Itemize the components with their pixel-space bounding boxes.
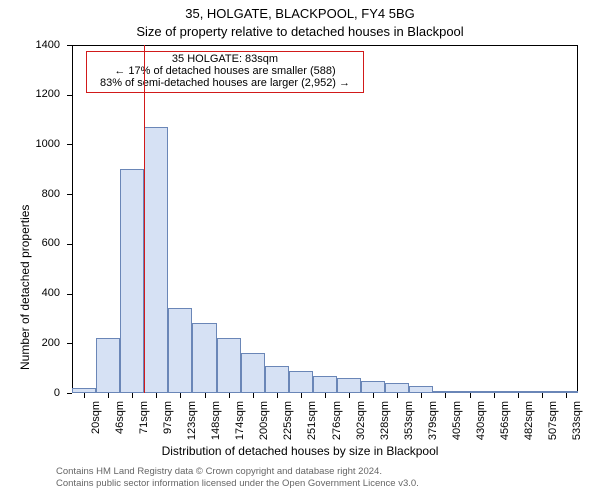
ytick-label: 1000 [0,138,60,150]
xtick-mark [470,393,471,398]
xtick-mark [301,393,302,398]
xtick-label: 533sqm [571,401,583,497]
bar [289,371,313,393]
xtick-label: 148sqm [210,401,222,497]
annotation-line: 35 HOLGATE: 83sqm [93,53,357,65]
xtick-mark [349,393,350,398]
ytick-label: 1400 [0,39,60,51]
ytick-mark [67,95,72,96]
ytick-mark [67,194,72,195]
xtick-mark [542,393,543,398]
bar [361,381,385,393]
xtick-mark [205,393,206,398]
bar [482,391,506,393]
xtick-mark [421,393,422,398]
bar [554,391,578,393]
xtick-mark [518,393,519,398]
xtick-label: 353sqm [403,401,415,497]
xtick-label: 225sqm [282,401,294,497]
xtick-label: 46sqm [114,401,126,497]
xtick-mark [373,393,374,398]
bar [506,391,530,393]
xtick-mark [108,393,109,398]
xtick-label: 430sqm [475,401,487,497]
title-line-2: Size of property relative to detached ho… [0,24,600,39]
annotation-line: 83% of semi-detached houses are larger (… [93,77,357,89]
bar [168,308,192,393]
xtick-label: 20sqm [90,401,102,497]
bar [337,378,361,393]
bar [144,127,168,393]
bar [433,391,457,393]
ytick-mark [67,45,72,46]
ytick-mark [67,343,72,344]
xtick-label: 71sqm [138,401,150,497]
annotation-line: ← 17% of detached houses are smaller (58… [93,65,357,77]
bar [192,323,216,393]
xtick-mark [156,393,157,398]
bar [241,353,265,393]
xtick-label: 97sqm [162,401,174,497]
xtick-mark [229,393,230,398]
xtick-mark [566,393,567,398]
xtick-mark [180,393,181,398]
bar [217,338,241,393]
xtick-label: 328sqm [379,401,391,497]
annotation-box: 35 HOLGATE: 83sqm← 17% of detached house… [86,51,364,93]
reference-line [144,45,145,393]
xtick-label: 507sqm [547,401,559,497]
bar [458,391,482,393]
ytick-label: 600 [0,237,60,249]
xtick-mark [253,393,254,398]
xtick-label: 251sqm [306,401,318,497]
bar [409,386,433,393]
xtick-label: 302sqm [355,401,367,497]
bar [96,338,120,393]
bar [120,169,144,393]
xtick-label: 405sqm [451,401,463,497]
title-line-1: 35, HOLGATE, BLACKPOOL, FY4 5BG [0,6,600,21]
xtick-label: 482sqm [523,401,535,497]
ytick-label: 200 [0,337,60,349]
bar [385,383,409,393]
bar [530,391,554,393]
xtick-label: 174sqm [234,401,246,497]
xtick-mark [277,393,278,398]
ytick-mark [67,244,72,245]
xtick-mark [397,393,398,398]
xtick-label: 276sqm [331,401,343,497]
ytick-label: 0 [0,387,60,399]
xtick-mark [132,393,133,398]
xtick-mark [84,393,85,398]
bar [265,366,289,393]
bar [72,388,96,393]
chart-root: 35, HOLGATE, BLACKPOOL, FY4 5BG Size of … [0,0,600,500]
xtick-label: 379sqm [427,401,439,497]
bar [313,376,337,393]
xtick-label: 200sqm [258,401,270,497]
xtick-mark [325,393,326,398]
ytick-mark [67,144,72,145]
ytick-label: 1200 [0,88,60,100]
ytick-mark [67,393,72,394]
ytick-label: 400 [0,287,60,299]
xtick-label: 123sqm [186,401,198,497]
ytick-mark [67,294,72,295]
xtick-mark [494,393,495,398]
xtick-label: 456sqm [499,401,511,497]
ytick-label: 800 [0,188,60,200]
xtick-mark [445,393,446,398]
